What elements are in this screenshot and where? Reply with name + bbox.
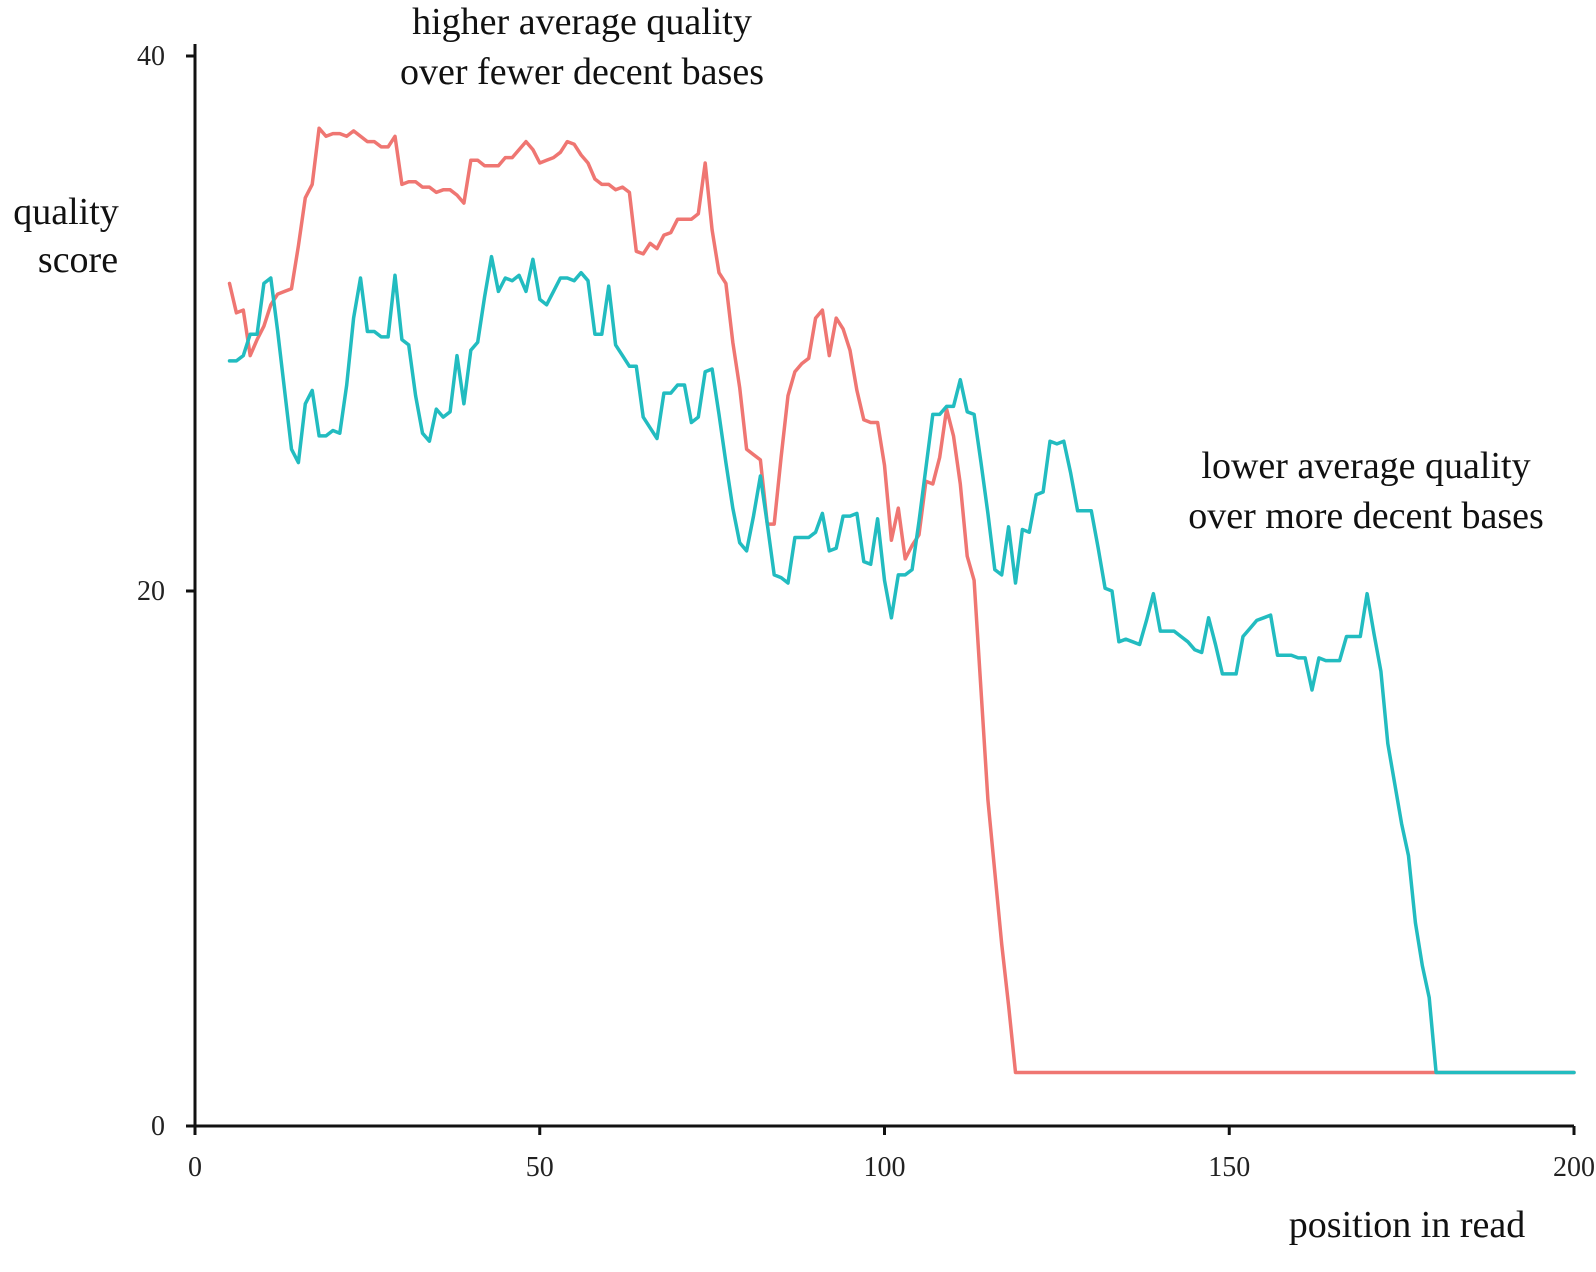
x-tick-label: 200 xyxy=(1553,1152,1595,1183)
x-tick-label: 50 xyxy=(526,1152,554,1183)
series-lines xyxy=(227,126,1576,1075)
annotation-red-line-2: over fewer decent bases xyxy=(400,51,764,93)
annotation-teal-line-2: over more decent bases xyxy=(1188,495,1544,537)
y-axis-title-line-2: score xyxy=(38,239,118,281)
y-tick-label: 40 xyxy=(137,41,165,72)
series-line-red xyxy=(227,126,1576,1075)
annotation-red-line-1: higher average quality xyxy=(412,1,752,43)
annotation-teal-line-1: lower average quality xyxy=(1201,445,1530,487)
x-tick-label: 150 xyxy=(1208,1152,1250,1183)
y-tick-label: 0 xyxy=(151,1111,165,1142)
axis-ticks: 0 50 100 150 200 0 20 40 xyxy=(137,41,1595,1183)
x-tick-label: 0 xyxy=(188,1152,202,1183)
series-line-teal xyxy=(227,254,1576,1075)
y-axis-title-line-1: quality xyxy=(13,191,119,233)
y-tick-label: 20 xyxy=(137,576,165,607)
x-tick-label: 100 xyxy=(864,1152,906,1183)
x-axis-title: position in read xyxy=(1289,1204,1525,1246)
